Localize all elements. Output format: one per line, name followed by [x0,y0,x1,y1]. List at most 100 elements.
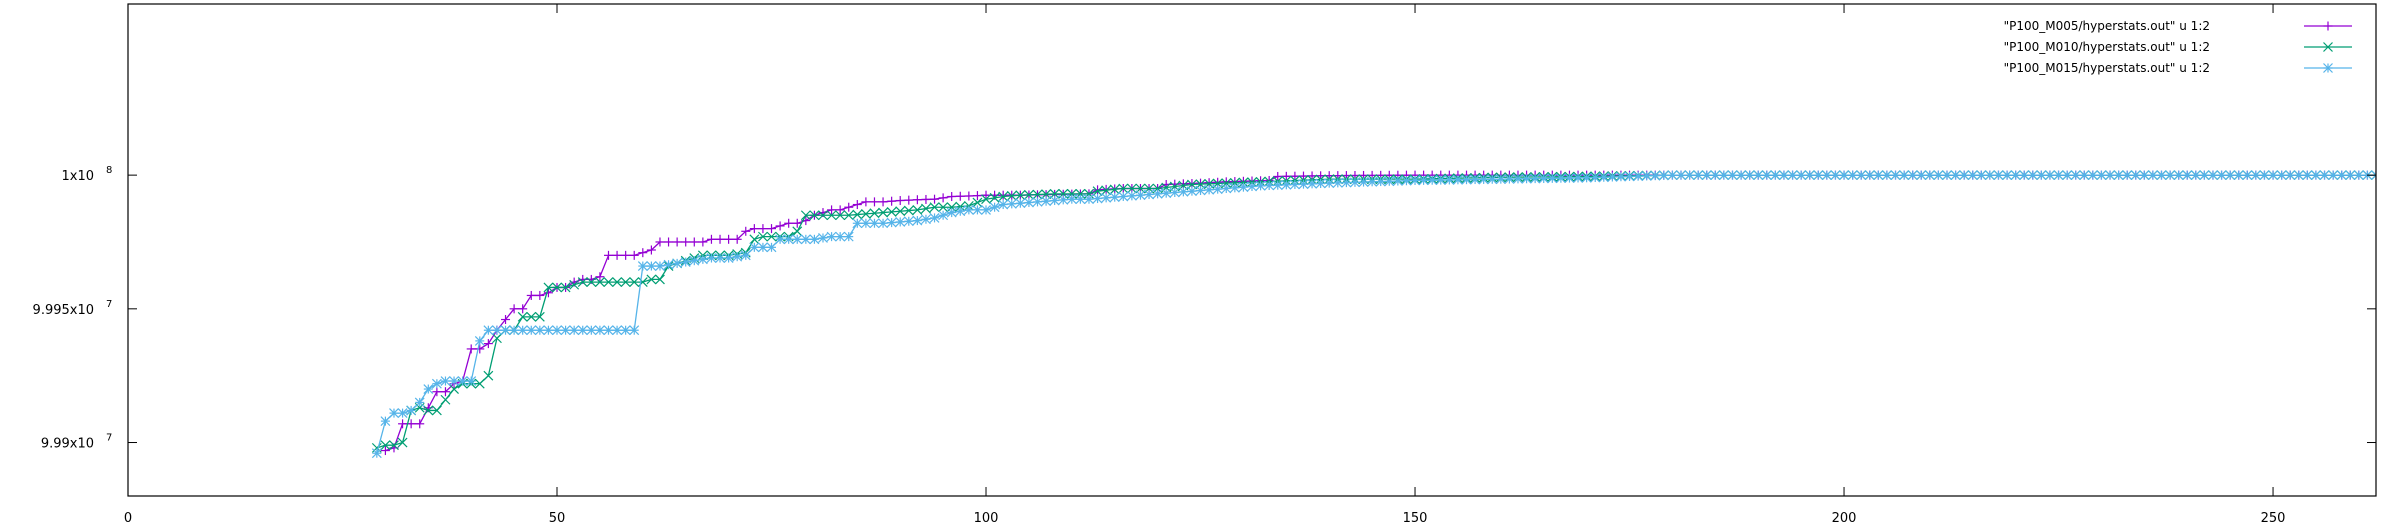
series-3-point-48 [783,234,794,245]
series-3-point-158 [1727,170,1738,181]
series-3-point-126 [1452,174,1463,185]
series-3-point-47 [775,234,786,245]
series-2-point-68 [955,201,966,212]
series-3-point-110 [1315,178,1326,189]
series-3-point-62 [903,216,914,227]
series-1-point-94 [1187,178,1197,188]
series-1-point-70 [981,190,991,200]
series-3-point-111 [1324,178,1335,189]
series-1-point-53 [835,205,845,215]
series-2-line [376,174,2376,449]
series-3-point-65 [929,212,940,223]
series-1-point-15 [509,304,519,314]
series-3-point-165 [1787,170,1798,181]
series-3-point-207 [2147,170,2158,181]
series-3-point-162 [1761,170,1772,181]
series-2-point-88 [1126,183,1137,194]
series-2-point-1 [380,440,391,451]
series-1-point-33 [664,237,674,247]
series-3-point-36 [680,257,691,267]
series-1-point-106 [1290,171,1300,181]
series-2-point-62 [903,205,914,216]
series-3-point-179 [1907,170,1918,181]
series-3-point-219 [2250,170,2261,181]
series-3-point-5 [414,397,425,408]
series-3-point-53 [826,231,837,242]
series-3-point-24 [577,325,588,336]
series-3-point-139 [1564,173,1575,183]
series-3-point-76 [1023,197,1034,208]
series-3-point-99 [1221,183,1232,194]
series-3-point-200 [2087,170,2098,181]
series-2-point-14 [492,333,502,344]
series-1-point-40 [724,234,734,244]
series-3-point-194 [2036,170,2047,181]
series-3-point-223 [2285,170,2296,181]
series-3-point-72 [989,202,1000,213]
series-1-point-30 [638,248,648,258]
series-2-point-78 [1041,189,1052,200]
series-3-point-102 [1247,181,1257,192]
series-1-point-54 [844,202,854,212]
series-3-point-167 [1804,170,1815,181]
series-3-point-217 [2233,170,2244,181]
series-2-point-53 [826,210,837,221]
series-3-point-163 [1770,170,1781,181]
series-1-point-108 [1307,171,1317,181]
series-3-point-55 [843,231,854,242]
series-2-point-77 [1032,189,1043,200]
series-3-point-134 [1521,173,1532,184]
series-3-point-199 [2079,170,2090,181]
series-3-point-204 [2122,170,2133,181]
series-3-point-123 [1427,175,1438,186]
series-3-point-114 [1350,177,1360,188]
series-3-point-81 [1066,194,1077,205]
series-3-point-106 [1281,179,1292,190]
series-1-point-56 [861,197,871,207]
series-2-point-100 [1229,177,1240,188]
series-3-point-74 [1006,198,1017,209]
series-3-point-16 [509,325,520,336]
series-3-point-154 [1693,170,1704,181]
series-3-point-189 [1993,170,2004,181]
series-3-point-6 [423,384,434,394]
series-3-point-101 [1238,182,1249,193]
series-3-point-37 [689,255,700,266]
x-tick-label-2: 100 [974,511,999,524]
series-1-point-68 [964,191,974,201]
series-3-point-218 [2242,170,2253,181]
series-3-point-70 [972,204,983,215]
series-3-point-216 [2225,170,2236,181]
series-2-point-46 [766,231,777,242]
legend-label-2: "P100_M010/hyperstats.out" u 1:2 [2004,40,2210,54]
series-2-point-65 [929,202,940,213]
series-3-point-131 [1495,174,1506,185]
series-3-point-25 [586,325,597,336]
series-3-point-113 [1341,177,1352,188]
series-3-point-120 [1401,175,1412,186]
series-3-point-117 [1375,176,1386,187]
series-3-point-38 [697,254,708,265]
series-3-point-221 [2268,170,2278,181]
series-1-point-27 [612,250,622,260]
series-2-point-84 [1092,186,1103,197]
data-layer [371,170,2376,459]
series-3-point-69 [963,204,974,215]
series-1-point-34 [672,237,682,247]
series-3-point-138 [1555,173,1566,184]
series-2-point-6 [423,405,434,416]
series-1-point-48 [792,218,802,228]
series-2-point-29 [620,277,631,288]
series-3-point-17 [517,325,528,336]
series-3-point-41 [723,253,734,263]
series-3-point-0 [371,448,382,459]
series-3-point-35 [672,258,683,269]
series-3-point-195 [2045,170,2055,181]
series-3-point-124 [1435,175,1446,186]
series-3-point-152 [1676,170,1686,181]
series-2-point-58 [869,208,880,219]
series-3-point-220 [2259,170,2270,181]
series-3-point-30 [629,325,640,336]
series-3-point-13 [483,325,494,336]
series-3-point-141 [1581,172,1592,183]
